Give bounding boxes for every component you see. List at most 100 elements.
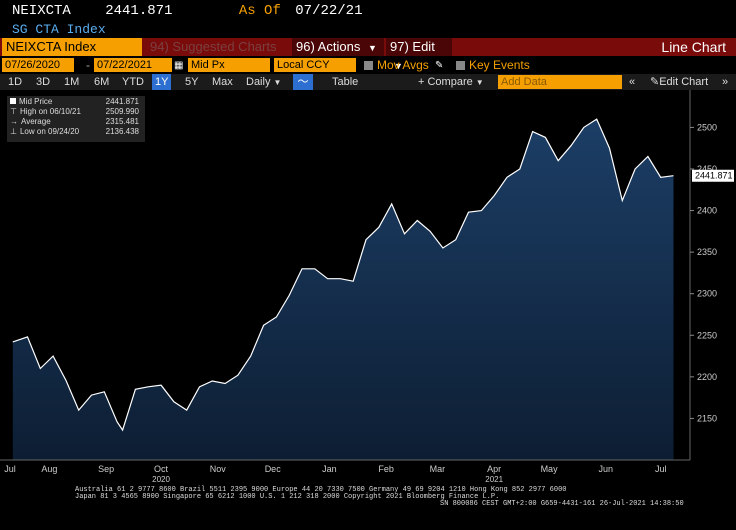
legend-item: ⊥ Low on 09/24/20 2136.438 bbox=[10, 127, 142, 137]
ticker-symbol: NEIXCTA bbox=[12, 3, 71, 19]
y-tick-label: 2200 bbox=[697, 372, 717, 382]
y-tick-label: 2400 bbox=[697, 206, 717, 216]
frequency-label: Daily bbox=[246, 76, 271, 88]
legend-item: Mid Price 2441.871 bbox=[10, 97, 142, 107]
price-area bbox=[12, 119, 674, 460]
as-of-label: As Of bbox=[238, 3, 281, 19]
currency-select[interactable]: Local CCY bbox=[274, 58, 356, 72]
add-data-input[interactable]: Add Data bbox=[498, 75, 622, 89]
period-1m[interactable]: 1M bbox=[64, 76, 80, 88]
x-tick-label: Sep bbox=[98, 464, 114, 474]
legend-square-icon bbox=[10, 98, 16, 104]
period-ytd[interactable]: YTD bbox=[122, 76, 144, 88]
period-3d[interactable]: 3D bbox=[36, 76, 51, 88]
date-range-dash: - bbox=[86, 58, 90, 72]
footer-contacts-2: Japan 81 3 4565 8900 Singapore 65 6212 1… bbox=[75, 493, 500, 501]
last-price: 2441.871 bbox=[105, 3, 173, 19]
chevron-down-icon: ▼ bbox=[367, 43, 377, 53]
calendar-icon[interactable]: ▦ bbox=[174, 60, 184, 71]
period-1d[interactable]: 1D bbox=[8, 76, 23, 88]
index-name: SG CTA Index bbox=[12, 22, 106, 37]
x-tick-label: Aug bbox=[41, 464, 57, 474]
x-tick-label: Jan bbox=[322, 464, 337, 474]
frequency-select[interactable]: Daily ▼ bbox=[246, 74, 281, 90]
period-5y[interactable]: 5Y bbox=[185, 76, 199, 88]
x-tick-label: Oct bbox=[154, 464, 169, 474]
x-tick-label: Jun bbox=[599, 464, 614, 474]
field-select[interactable]: Mid Px bbox=[188, 58, 270, 72]
low-marker-icon: ⊥ bbox=[10, 127, 17, 136]
footer-contacts-1: Australia 61 2 9777 8600 Brazil 5511 239… bbox=[75, 486, 567, 494]
legend-label: High on 06/10/21 bbox=[19, 107, 81, 116]
chevron-down-icon: ▼ bbox=[475, 78, 484, 87]
last-value-box bbox=[692, 169, 734, 182]
edit-label: 97) Edit bbox=[390, 39, 435, 54]
legend-value: 2136.438 bbox=[105, 127, 139, 136]
collapse-left-icon[interactable]: « bbox=[629, 76, 636, 88]
high-marker-icon: ⊤ bbox=[10, 107, 17, 116]
y-tick-label: 2500 bbox=[697, 122, 717, 132]
legend-value: 2315.481 bbox=[105, 117, 139, 126]
x-tick-label: Nov bbox=[210, 464, 227, 474]
chart-legend[interactable]: Mid Price 2441.871 ⊤ High on 06/10/21 250… bbox=[7, 96, 145, 142]
y-tick-label: 2350 bbox=[697, 247, 717, 257]
period-toolbar bbox=[0, 74, 736, 90]
start-date-input[interactable]: 07/26/2020 bbox=[2, 58, 74, 72]
legend-label: Low on 09/24/20 bbox=[19, 127, 80, 136]
legend-label: Average bbox=[21, 117, 51, 126]
x-tick-label: May bbox=[541, 464, 559, 474]
chevron-down-icon: ▼ bbox=[394, 61, 403, 71]
legend-item: ⊤ High on 06/10/21 2509.990 bbox=[10, 107, 142, 117]
end-date-input[interactable]: 07/22/2021 bbox=[94, 58, 172, 72]
plus-icon: + bbox=[418, 76, 428, 88]
mov-avgs-checkbox[interactable] bbox=[364, 61, 373, 70]
suggested-charts-menu[interactable]: 94) Suggested Charts bbox=[150, 39, 277, 54]
price-chart[interactable]: 2150 2200 2250 2300 2350 2400 2450 2500 Jul Aug S… bbox=[0, 90, 736, 484]
period-6m[interactable]: 6M bbox=[94, 76, 110, 88]
last-value-label: 2441.871 bbox=[695, 171, 733, 181]
expand-right-icon[interactable]: » bbox=[722, 76, 729, 88]
edit-chart-button[interactable]: ✎Edit Chart bbox=[650, 74, 708, 90]
y-tick-label: 2150 bbox=[697, 413, 717, 423]
pencil-icon[interactable]: ✎ bbox=[435, 60, 444, 71]
x-axis-ticks: Jul Aug Sep Oct Nov Dec Jan Feb Mar Apr May Jun Jul 2… bbox=[4, 464, 666, 484]
pencil-icon: ✎ bbox=[650, 76, 660, 88]
security-field[interactable]: NEIXCTA Index bbox=[2, 38, 142, 56]
chevron-down-icon: ▼ bbox=[273, 78, 282, 87]
as-of-date: 07/22/21 bbox=[295, 3, 363, 19]
year-label: 2021 bbox=[485, 475, 503, 484]
y-tick-label: 2450 bbox=[697, 164, 717, 174]
date-controls: 07/26/2020 - 07/22/2021 ▦ Mid Px Local C… bbox=[2, 58, 736, 73]
chart-type-label: Line Chart bbox=[661, 39, 726, 55]
price-line bbox=[12, 118, 674, 432]
x-tick-label: Jul bbox=[4, 464, 16, 474]
compare-button[interactable]: + Compare ▼ bbox=[418, 74, 484, 90]
legend-value: 2441.871 bbox=[105, 97, 139, 106]
period-max[interactable]: Max bbox=[212, 76, 233, 88]
mov-avgs-label: Mov Avgs bbox=[377, 58, 429, 72]
table-button[interactable]: Table bbox=[332, 76, 359, 88]
x-tick-label: Jul bbox=[655, 464, 667, 474]
legend-value: 2509.990 bbox=[105, 107, 139, 116]
key-events-label: Key Events bbox=[469, 58, 530, 72]
actions-menu[interactable]: 96) Actions ▼ bbox=[292, 38, 384, 56]
footer-session: SN 800086 CEST GMT+2:00 G659-4431-161 26… bbox=[440, 500, 684, 508]
line-chart-icon[interactable]: 〜 bbox=[293, 74, 313, 90]
edit-menu[interactable]: 97) Edit ▼ bbox=[386, 38, 452, 71]
legend-label: Mid Price bbox=[19, 97, 53, 106]
period-1y[interactable]: 1Y bbox=[152, 74, 172, 90]
x-tick-label: Apr bbox=[487, 464, 501, 474]
last-value-tag: 2441.871 bbox=[692, 169, 734, 182]
edit-chart-label: Edit Chart bbox=[659, 76, 709, 88]
compare-label: Compare bbox=[427, 76, 473, 88]
x-tick-label: Feb bbox=[378, 464, 394, 474]
header-row: NEIXCTA 2441.871 As Of 07/22/21 bbox=[12, 3, 362, 19]
y-axis-ticks: 2150 2200 2250 2300 2350 2400 2450 2500 bbox=[690, 122, 717, 423]
y-tick-label: 2300 bbox=[697, 289, 717, 299]
x-tick-label: Mar bbox=[430, 464, 446, 474]
legend-item: → Average 2315.481 bbox=[10, 117, 142, 127]
key-events-checkbox[interactable] bbox=[456, 61, 465, 70]
actions-label: 96) Actions bbox=[296, 39, 361, 54]
y-tick-label: 2250 bbox=[697, 330, 717, 340]
average-marker-icon: → bbox=[10, 117, 18, 126]
